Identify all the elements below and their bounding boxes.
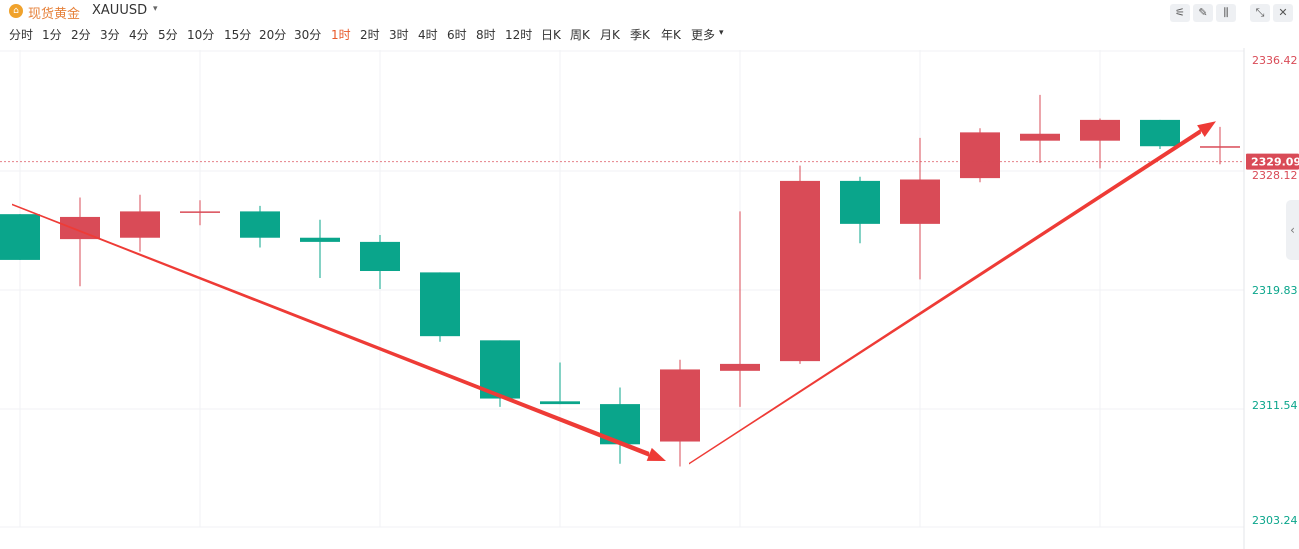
- candle-body-6: [360, 241, 400, 272]
- trend-arrow-head-1: [1197, 121, 1216, 137]
- more-chevron-icon[interactable]: ▾: [719, 28, 724, 38]
- interval-tab-1[interactable]: 1分: [42, 28, 62, 42]
- candle-body-11: [660, 369, 700, 442]
- candle-body-1: [60, 216, 100, 240]
- interval-tab-18[interactable]: 周K: [570, 28, 590, 42]
- candle-body-14: [840, 180, 880, 224]
- interval-tab-8[interactable]: 20分: [259, 28, 287, 42]
- candle-body-18: [1080, 119, 1120, 141]
- interval-tab-7[interactable]: 15分: [224, 28, 252, 42]
- gold-icon: ⌂: [9, 4, 23, 18]
- interval-tab-4[interactable]: 4分: [129, 28, 149, 42]
- chart-header: ⌂ 现货黄金 XAUUSD ▾: [0, 0, 1299, 24]
- candle-body-20: [1200, 146, 1240, 148]
- candle-body-16: [960, 132, 1000, 179]
- shrink-icon[interactable]: ⤡: [1250, 4, 1270, 22]
- interval-tab-19[interactable]: 月K: [600, 28, 620, 42]
- current-price-label: 2329.09: [1251, 156, 1299, 169]
- interval-tab-10[interactable]: 1时: [331, 28, 351, 42]
- interval-tab-17[interactable]: 日K: [541, 28, 561, 42]
- candle-style-icon[interactable]: ⫼: [1216, 4, 1236, 22]
- trend-arrow-shaft-1: [689, 128, 1201, 465]
- interval-tab-15[interactable]: 8时: [476, 28, 496, 42]
- interval-tab-6[interactable]: 10分: [187, 28, 215, 42]
- candle-body-17: [1020, 133, 1060, 141]
- chevron-down-icon[interactable]: ▾: [153, 4, 158, 14]
- chevron-left-icon: ‹: [1290, 223, 1295, 237]
- candle-body-13: [780, 180, 820, 362]
- candle-body-5: [300, 237, 340, 242]
- draw-icon[interactable]: ✎: [1193, 4, 1213, 22]
- candle-body-3: [180, 211, 220, 213]
- candle-body-19: [1140, 119, 1180, 147]
- interval-tab-12[interactable]: 3时: [389, 28, 409, 42]
- y-tick-label-4: 2303.24: [1252, 514, 1298, 527]
- candle-body-9: [540, 401, 580, 405]
- candle-body-7: [420, 272, 460, 337]
- candle-body-12: [720, 363, 760, 371]
- y-tick-label-0: 2336.42: [1252, 54, 1298, 67]
- current-price-tag: [1246, 153, 1299, 170]
- trend-arrow-shaft-0: [12, 203, 650, 457]
- interval-tab-20[interactable]: 季K: [630, 28, 650, 42]
- indicator-icon[interactable]: ⚟: [1170, 4, 1190, 22]
- interval-tab-14[interactable]: 6时: [447, 28, 467, 42]
- interval-tab-16[interactable]: 12时: [505, 28, 533, 42]
- candle-body-15: [900, 179, 940, 224]
- interval-tab-22[interactable]: 更多: [691, 28, 716, 42]
- y-tick-label-1: 2328.12: [1252, 169, 1298, 182]
- candle-body-0: [0, 214, 40, 260]
- candle-body-2: [120, 211, 160, 238]
- interval-tab-0[interactable]: 分时: [9, 28, 34, 42]
- interval-tab-3[interactable]: 3分: [100, 28, 120, 42]
- y-tick-label-3: 2311.54: [1252, 399, 1298, 412]
- y-tick-label-2: 2319.83: [1252, 284, 1298, 297]
- candle-body-4: [240, 211, 280, 238]
- side-panel-toggle[interactable]: ‹: [1286, 200, 1299, 260]
- interval-tab-2[interactable]: 2分: [71, 28, 91, 42]
- close-icon[interactable]: ✕: [1273, 4, 1293, 22]
- symbol-code[interactable]: XAUUSD: [92, 3, 148, 18]
- interval-tab-9[interactable]: 30分: [294, 28, 322, 42]
- interval-tab-5[interactable]: 5分: [158, 28, 178, 42]
- interval-tab-11[interactable]: 2时: [360, 28, 380, 42]
- trend-arrow-head-0: [646, 447, 666, 461]
- interval-tab-13[interactable]: 4时: [418, 28, 438, 42]
- symbol-name[interactable]: 现货黄金: [28, 7, 81, 22]
- interval-tab-21[interactable]: 年K: [661, 28, 681, 42]
